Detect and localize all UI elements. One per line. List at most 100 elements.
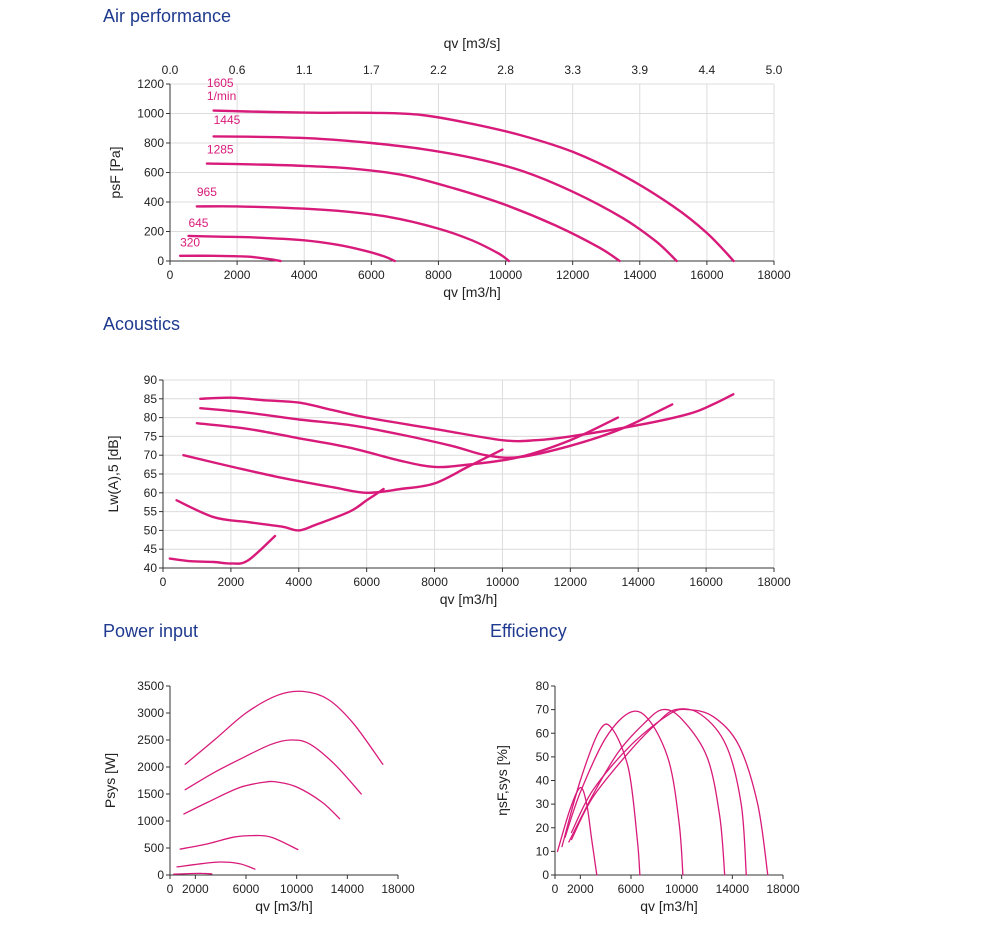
acoustics-y-tick-label: 55 [144, 505, 158, 519]
power-x-tick-label: 6000 [233, 882, 260, 896]
acoustics-x-tick-label: 16000 [689, 575, 723, 589]
air-x-tick-label: 10000 [489, 268, 523, 282]
air-x2-tick-label: 0.0 [162, 63, 179, 77]
power-x-tick-label: 2000 [182, 882, 209, 896]
air-y-axis-label: psF [Pa] [107, 146, 123, 198]
air-curve-label: 1285 [207, 142, 234, 156]
air-x-tick-label: 0 [167, 268, 174, 282]
efficiency-y-tick-label: 70 [536, 703, 550, 717]
air-y-tick-label: 200 [144, 225, 164, 239]
power-y-axis-label: Psys [W] [102, 753, 118, 808]
efficiency-x-tick-label: 2000 [567, 882, 594, 896]
efficiency-x-tick-label: 14000 [716, 882, 750, 896]
efficiency-series-3-line [568, 708, 726, 876]
air-x-axis-label: qv [m3/h] [443, 284, 501, 300]
acoustics-y-tick-label: 85 [144, 392, 158, 406]
efficiency-x-tick-label: 6000 [618, 882, 645, 896]
air-y-tick-label: 1000 [137, 107, 164, 121]
acoustics-x-tick-label: 4000 [285, 575, 312, 589]
air-curve-label: 1/min [207, 89, 236, 103]
acoustics-x-tick-label: 2000 [218, 575, 245, 589]
air-y-tick-label: 600 [144, 166, 164, 180]
acoustics-x-axis-label: qv [m3/h] [440, 591, 498, 607]
power-x-tick-label: 0 [167, 882, 174, 896]
acoustics-y-tick-label: 40 [144, 561, 158, 575]
acoustics-x-tick-label: 8000 [421, 575, 448, 589]
power-y-tick-label: 2500 [137, 733, 164, 747]
air-y-tick-label: 400 [144, 195, 164, 209]
power-series-4-line [179, 834, 299, 851]
acoustics-x-tick-label: 6000 [353, 575, 380, 589]
efficiency-x-tick-label: 10000 [665, 882, 699, 896]
acoustics-y-tick-label: 65 [144, 467, 158, 481]
air-x2-tick-label: 4.4 [699, 63, 716, 77]
air-x2-tick-label: 1.1 [296, 63, 313, 77]
air-x2-tick-label: 1.7 [363, 63, 380, 77]
acoustics-series-2-line [199, 403, 674, 459]
section-title-power: Power input [103, 621, 199, 641]
efficiency-x-axis-label: qv [m3/h] [640, 898, 698, 914]
acoustics-y-axis-label: Lw(A),5 [dB] [105, 435, 121, 512]
power-y-tick-label: 3000 [137, 706, 164, 720]
acoustics-y-tick-label: 75 [144, 429, 158, 443]
section-title-acoustics: Acoustics [103, 314, 181, 334]
acoustics-x-tick-label: 18000 [757, 575, 791, 589]
efficiency-x-tick-label: 0 [552, 882, 559, 896]
air-y-tick-label: 1200 [137, 77, 164, 91]
acoustics-x-tick-label: 0 [160, 575, 167, 589]
acoustics-x-tick-label: 12000 [554, 575, 588, 589]
power-series-5-line [176, 861, 256, 870]
efficiency-y-tick-label: 40 [536, 774, 550, 788]
power-x-tick-label: 18000 [381, 882, 415, 896]
air-x-tick-label: 18000 [757, 268, 791, 282]
air-x2-tick-label: 3.3 [564, 63, 581, 77]
air-series-6-line [178, 254, 282, 263]
air-x-tick-label: 14000 [623, 268, 657, 282]
acoustics-y-tick-label: 60 [144, 486, 158, 500]
efficiency-y-tick-label: 30 [536, 797, 550, 811]
air-series-5-line [187, 234, 396, 263]
efficiency-y-axis-label: ηsF,sys [%] [494, 745, 510, 816]
power-y-tick-label: 0 [157, 868, 164, 882]
air-x2-tick-label: 2.8 [497, 63, 514, 77]
air-series-4-line [195, 205, 511, 263]
air-series-2-line [212, 135, 678, 263]
power-y-tick-label: 500 [144, 841, 164, 855]
efficiency-series-6-line [556, 786, 598, 876]
section-title-efficiency: Efficiency [490, 621, 567, 641]
acoustics-x-tick-label: 14000 [622, 575, 656, 589]
air-x-tick-label: 8000 [425, 268, 452, 282]
power-y-tick-label: 1500 [137, 787, 164, 801]
section-title-air: Air performance [103, 6, 232, 26]
air-x2-tick-label: 0.6 [229, 63, 246, 77]
power-y-tick-label: 3500 [137, 679, 164, 693]
power-x-axis-label: qv [m3/h] [255, 898, 313, 914]
acoustics-y-tick-label: 50 [144, 523, 158, 537]
air-curve-label: 1445 [214, 113, 241, 127]
acoustics-series-5-line [175, 487, 385, 532]
air-curve-label: 965 [197, 185, 217, 199]
efficiency-series-1-line [570, 708, 769, 876]
acoustics-y-tick-label: 70 [144, 448, 158, 462]
air-x-tick-label: 4000 [291, 268, 318, 282]
acoustics-series-3-line [195, 416, 620, 469]
efficiency-series-2-line [570, 708, 747, 876]
efficiency-y-tick-label: 80 [536, 679, 550, 693]
air-curve-label: 645 [188, 216, 208, 230]
air-x2-axis-label: qv [m3/s] [444, 35, 501, 51]
air-x2-tick-label: 5.0 [766, 63, 783, 77]
air-y-tick-label: 800 [144, 136, 164, 150]
acoustics-series-6-line [168, 534, 277, 565]
efficiency-y-tick-label: 10 [536, 844, 550, 858]
efficiency-y-tick-label: 50 [536, 750, 550, 764]
air-x-tick-label: 6000 [358, 268, 385, 282]
efficiency-y-tick-label: 60 [536, 726, 550, 740]
air-x-tick-label: 12000 [556, 268, 590, 282]
power-x-tick-label: 10000 [280, 882, 314, 896]
acoustics-y-tick-label: 90 [144, 373, 158, 387]
air-series-3-line [205, 162, 621, 263]
efficiency-y-tick-label: 0 [542, 868, 549, 882]
air-x-tick-label: 2000 [224, 268, 251, 282]
power-y-tick-label: 2000 [137, 760, 164, 774]
